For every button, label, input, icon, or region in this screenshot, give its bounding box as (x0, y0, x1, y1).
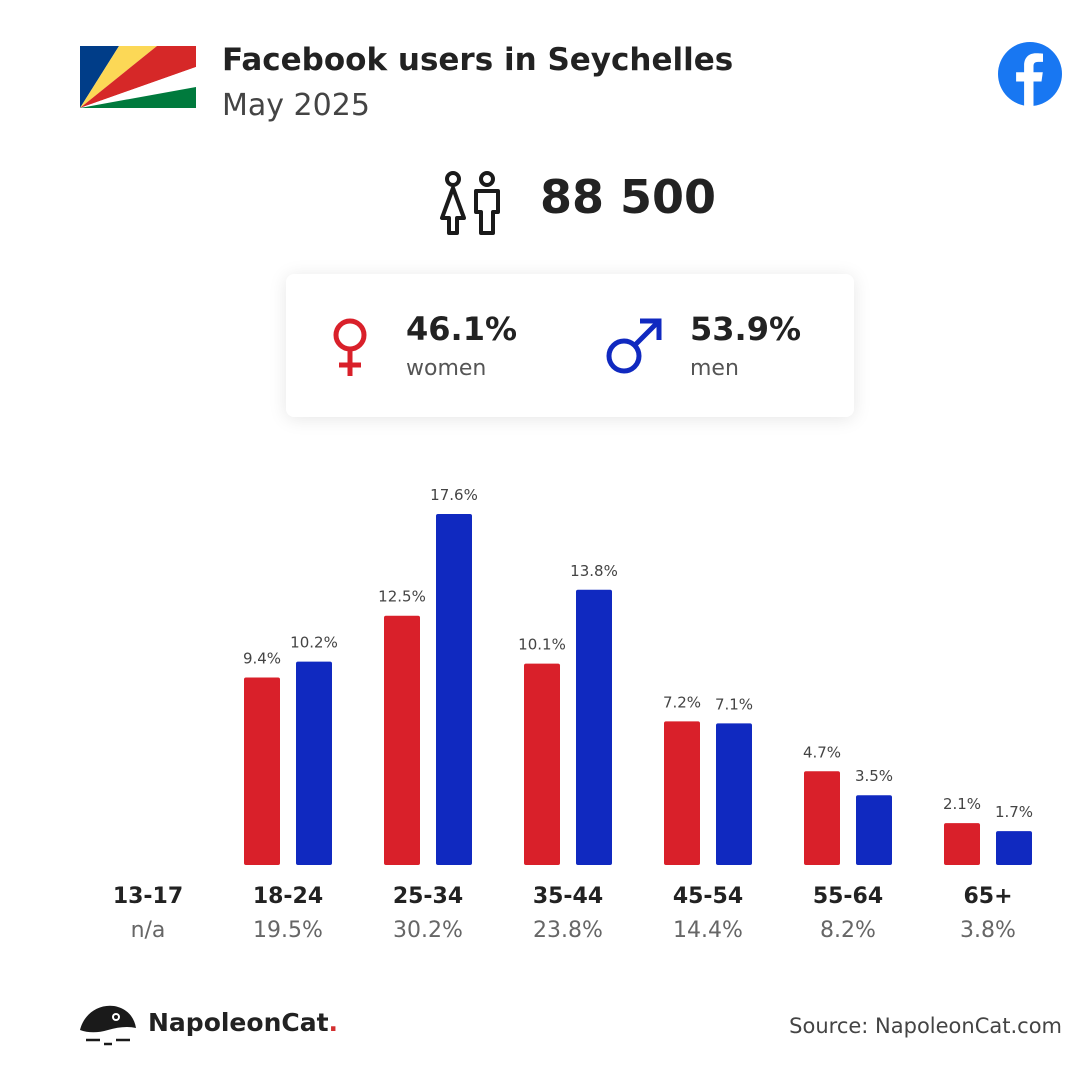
category-label: 13-17 (112, 884, 184, 909)
bar-label-women-55-64: 4.7% (803, 743, 841, 761)
bar-label-men-55-64: 3.5% (855, 767, 893, 785)
total-users: 88 500 (540, 170, 717, 224)
age-gender-bar-chart: 9.4% 10.2% 12.5% 17.6% 10.1% 13.8% 7.2% 7.1% 4.7… (243, 486, 1033, 865)
bar-men-45-54 (716, 723, 752, 865)
source-note: Source: NapoleonCat.com (789, 1014, 1062, 1038)
male-symbol-icon (606, 318, 662, 374)
bar-label-women-65+: 2.1% (943, 795, 981, 813)
bar-label-men-65+: 1.7% (995, 803, 1033, 821)
category-total: 3.8% (960, 918, 1016, 943)
bar-men-65+ (996, 831, 1032, 865)
category-label: 35-44 (532, 884, 604, 909)
category-total: 30.2% (393, 918, 463, 943)
bar-men-55-64 (856, 795, 892, 865)
female-symbol-icon (333, 318, 367, 376)
bar-label-men-25-34: 17.6% (430, 486, 478, 504)
bar-women-55-64 (804, 771, 840, 865)
bar-women-65+ (944, 823, 980, 865)
category-label: 55-64 (812, 884, 884, 909)
category-label: 25-34 (392, 884, 464, 909)
brand-name: NapoleonCat. (148, 1008, 338, 1037)
bar-men-18-24 (296, 661, 332, 865)
women-percentage: 46.1% (406, 310, 518, 348)
men-percentage: 53.9% (690, 310, 802, 348)
category-total: 8.2% (820, 918, 876, 943)
bar-women-25-34 (384, 615, 420, 865)
bar-label-men-35-44: 13.8% (570, 562, 618, 580)
bar-label-women-45-54: 7.2% (663, 693, 701, 711)
men-label: men (690, 356, 739, 381)
category-label: 18-24 (252, 884, 324, 909)
brand-text: NapoleonCat (148, 1008, 329, 1037)
bar-label-women-35-44: 10.1% (518, 636, 566, 654)
bar-label-women-25-34: 12.5% (378, 588, 426, 606)
category-total: n/a (130, 918, 166, 943)
napoleoncat-logo-icon (80, 1005, 136, 1046)
bar-women-18-24 (244, 677, 280, 865)
bar-women-35-44 (524, 663, 560, 865)
women-label: women (406, 356, 487, 381)
page-subtitle: May 2025 (222, 88, 370, 123)
gender-split-card: 46.1% women 53.9% men (286, 274, 854, 417)
people-icon (440, 171, 500, 235)
page-title: Facebook users in Seychelles (222, 42, 734, 78)
bar-label-men-45-54: 7.1% (715, 695, 753, 713)
bar-men-35-44 (576, 589, 612, 865)
category-total: 19.5% (253, 918, 323, 943)
facebook-icon (998, 42, 1062, 106)
category-total: 23.8% (533, 918, 603, 943)
seychelles-flag-icon (80, 46, 196, 108)
bar-label-women-18-24: 9.4% (243, 650, 281, 668)
category-label: 65+ (963, 884, 1013, 909)
category-label: 45-54 (672, 884, 744, 909)
category-total: 14.4% (673, 918, 743, 943)
bar-men-25-34 (436, 514, 472, 865)
brand-dot: . (328, 1008, 339, 1037)
bar-label-men-18-24: 10.2% (290, 634, 338, 652)
bar-women-45-54 (664, 721, 700, 865)
